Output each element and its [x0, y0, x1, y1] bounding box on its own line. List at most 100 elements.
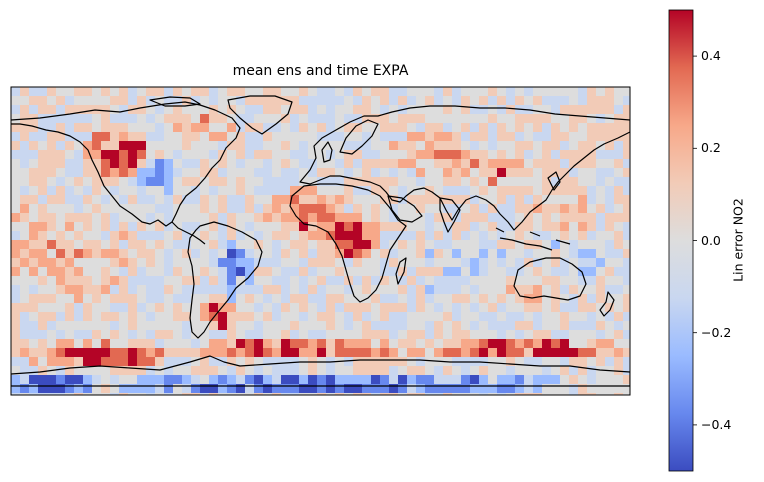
field-cell [83, 168, 92, 177]
field-cell [20, 303, 29, 312]
field-cell [38, 96, 47, 105]
field-cell [200, 393, 209, 395]
field-cell [470, 141, 479, 150]
field-cell [29, 150, 38, 159]
error-field [11, 87, 630, 395]
field-cell [542, 141, 551, 150]
field-cell [551, 204, 560, 213]
field-cell [146, 231, 155, 240]
field-cell [245, 357, 254, 366]
field-cell [83, 384, 92, 393]
field-cell [308, 231, 317, 240]
field-cell [38, 339, 47, 348]
field-cell [209, 213, 218, 222]
colorbar-tick-label: 0.2 [701, 140, 721, 156]
field-cell [578, 186, 587, 195]
field-cell [569, 132, 578, 141]
field-cell [335, 384, 344, 393]
field-cell [416, 276, 425, 285]
field-cell [443, 105, 452, 114]
field-cell [560, 312, 569, 321]
field-cell [452, 150, 461, 159]
field-cell [236, 384, 245, 393]
field-cell [290, 321, 299, 330]
field-cell [236, 339, 245, 348]
field-cell [389, 168, 398, 177]
field-cell [434, 276, 443, 285]
field-cell [38, 330, 47, 339]
field-cell [146, 384, 155, 393]
field-cell [29, 348, 38, 357]
field-cell [452, 348, 461, 357]
field-cell [380, 195, 389, 204]
field-cell [119, 114, 128, 123]
field-cell [452, 249, 461, 258]
field-cell [56, 231, 65, 240]
field-cell [299, 141, 308, 150]
field-cell [290, 168, 299, 177]
field-cell [110, 366, 119, 375]
field-cell [254, 141, 263, 150]
field-cell [425, 375, 434, 384]
field-cell [569, 303, 578, 312]
field-cell [344, 375, 353, 384]
field-cell [263, 123, 272, 132]
field-cell [110, 177, 119, 186]
field-cell [362, 159, 371, 168]
field-cell [614, 213, 623, 222]
field-cell [245, 123, 254, 132]
field-cell [371, 168, 380, 177]
field-cell [389, 375, 398, 384]
field-cell [596, 357, 605, 366]
field-cell [506, 267, 515, 276]
field-cell [20, 195, 29, 204]
field-cell [353, 258, 362, 267]
field-cell [236, 249, 245, 258]
field-cell [245, 312, 254, 321]
field-cell [353, 222, 362, 231]
field-cell [533, 330, 542, 339]
field-cell [38, 114, 47, 123]
field-cell [551, 150, 560, 159]
field-cell [290, 339, 299, 348]
field-cell [65, 267, 74, 276]
field-cell [524, 321, 533, 330]
field-cell [272, 303, 281, 312]
field-cell [200, 204, 209, 213]
field-cell [191, 87, 200, 96]
field-cell [56, 339, 65, 348]
field-cell [380, 231, 389, 240]
field-cell [488, 222, 497, 231]
field-cell [461, 213, 470, 222]
field-cell [227, 357, 236, 366]
field-cell [335, 132, 344, 141]
field-cell [326, 375, 335, 384]
field-cell [524, 195, 533, 204]
field-cell [254, 186, 263, 195]
field-cell [299, 384, 308, 393]
field-cell [47, 150, 56, 159]
field-cell [515, 168, 524, 177]
field-cell [65, 276, 74, 285]
field-cell [173, 114, 182, 123]
field-cell [200, 285, 209, 294]
field-cell [254, 168, 263, 177]
field-cell [29, 195, 38, 204]
field-cell [506, 87, 515, 96]
field-cell [110, 96, 119, 105]
field-cell [380, 177, 389, 186]
field-cell [119, 231, 128, 240]
field-cell [443, 276, 452, 285]
field-cell [137, 159, 146, 168]
field-cell [110, 312, 119, 321]
field-cell [326, 96, 335, 105]
field-cell [308, 105, 317, 114]
field-cell [92, 168, 101, 177]
field-cell [596, 105, 605, 114]
field-cell [191, 348, 200, 357]
field-cell [20, 123, 29, 132]
field-cell [83, 123, 92, 132]
field-cell [371, 357, 380, 366]
field-cell [362, 276, 371, 285]
field-cell [209, 294, 218, 303]
